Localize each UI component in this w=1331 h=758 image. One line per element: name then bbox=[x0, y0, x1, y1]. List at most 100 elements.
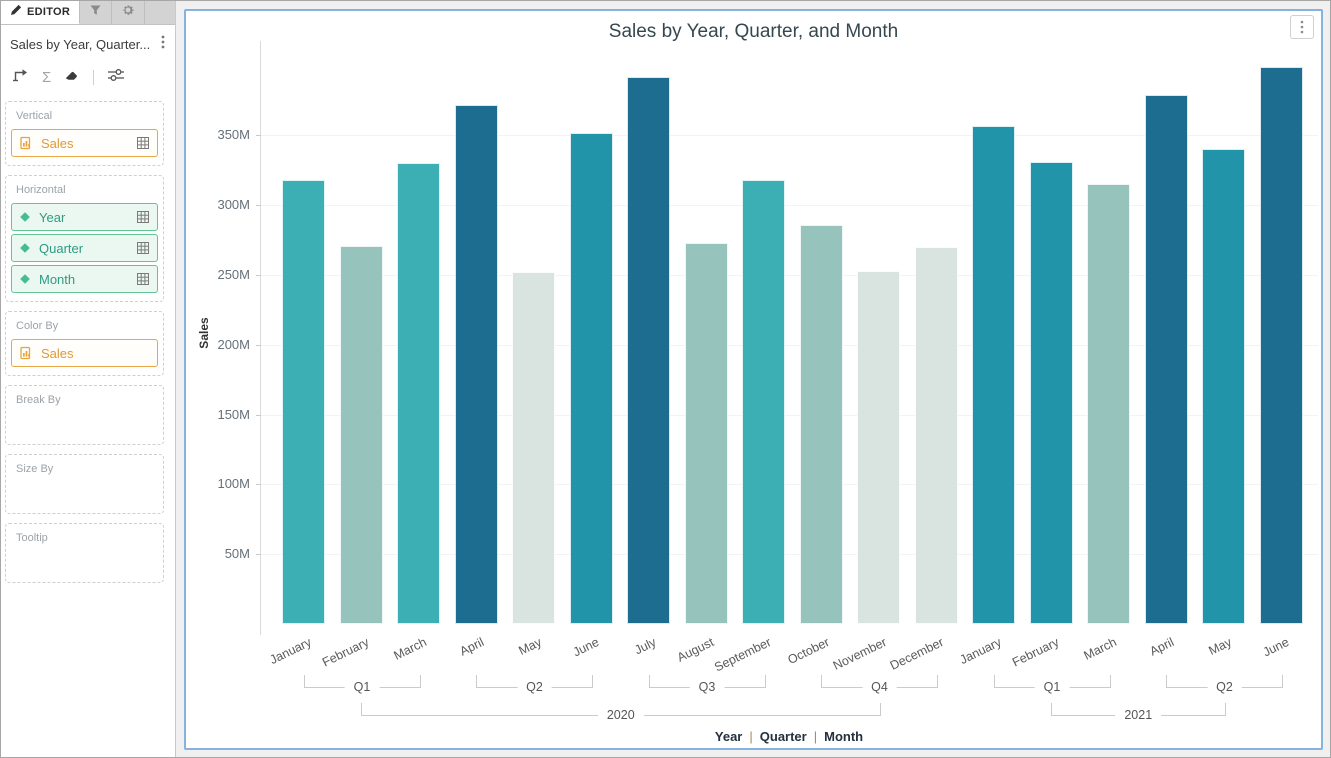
year-bracket-2021: 2021 bbox=[1051, 703, 1226, 722]
y-tick-label: 300M bbox=[217, 197, 250, 213]
legend-separator: | bbox=[813, 729, 818, 744]
widget-menu-button[interactable] bbox=[161, 35, 165, 54]
bar-december-2020[interactable] bbox=[914, 247, 958, 624]
bar-april-2020[interactable] bbox=[454, 104, 498, 624]
gridline bbox=[261, 205, 1318, 207]
quarter-bracket-q4-2020: Q4 bbox=[821, 675, 938, 694]
x-label-february-2021: February bbox=[1010, 635, 1062, 670]
section-break-by: Break By bbox=[5, 385, 164, 445]
bar-january-2021[interactable] bbox=[972, 125, 1015, 624]
dimension-diamond-icon bbox=[19, 242, 31, 254]
bar-april-2021[interactable] bbox=[1144, 94, 1188, 624]
grid-table-icon[interactable] bbox=[136, 272, 150, 286]
gridline bbox=[261, 275, 1318, 276]
tab-settings[interactable] bbox=[112, 1, 146, 24]
y-tick-label: 150M bbox=[217, 406, 250, 422]
year-bracket-2020: 2020 bbox=[361, 703, 881, 722]
drill-path-icon[interactable] bbox=[12, 67, 29, 88]
x-label-july-2020: July bbox=[632, 635, 659, 658]
field-pill-label: Month bbox=[39, 271, 76, 287]
bar-july-2020[interactable] bbox=[627, 76, 670, 624]
x-label-april-2020: April bbox=[457, 635, 487, 659]
x-label-january-2021: January bbox=[957, 635, 1004, 668]
y-tick-mark bbox=[256, 554, 261, 556]
measure-chart-icon bbox=[19, 136, 33, 150]
section-label: Tooltip bbox=[16, 532, 48, 544]
chart-legend: Year | Quarter | Month bbox=[260, 729, 1318, 744]
bar-june-2021[interactable] bbox=[1259, 66, 1303, 624]
grid-table-icon[interactable] bbox=[136, 210, 150, 224]
section-label: Break By bbox=[16, 394, 61, 406]
bar-may-2020[interactable] bbox=[512, 272, 555, 624]
sliders-icon[interactable] bbox=[107, 67, 125, 88]
filter-icon bbox=[89, 4, 102, 22]
grid-table-icon[interactable] bbox=[136, 136, 150, 150]
y-tick-mark bbox=[256, 275, 261, 276]
legend-item-month[interactable]: Month bbox=[824, 729, 864, 744]
x-label-october-2020: October bbox=[785, 635, 832, 668]
bar-february-2021[interactable] bbox=[1029, 161, 1073, 624]
x-label-december-2020: December bbox=[888, 635, 947, 673]
field-pill-label: Sales bbox=[41, 345, 74, 361]
x-label-august-2020: August bbox=[675, 635, 717, 665]
legend-item-year[interactable]: Year bbox=[714, 729, 743, 744]
legend-item-quarter[interactable]: Quarter bbox=[759, 729, 807, 744]
x-label-april-2021: April bbox=[1147, 635, 1177, 659]
chart-widget: Sales by Year, Quarter, and Month Sales … bbox=[184, 9, 1323, 750]
x-label-june-2021: June bbox=[1260, 635, 1292, 660]
tab-filters[interactable] bbox=[80, 1, 113, 24]
gridline bbox=[261, 135, 1318, 137]
quarter-bracket-q1-2020: Q1 bbox=[303, 675, 421, 694]
bar-august-2020[interactable] bbox=[684, 242, 728, 624]
widget-title: Sales by Year, Quarter... bbox=[10, 37, 151, 52]
quarter-bracket-q4-2020-label: Q4 bbox=[862, 680, 897, 694]
bar-january-2020[interactable] bbox=[282, 180, 325, 624]
section-vertical: Vertical Sales bbox=[5, 101, 164, 166]
field-pill-label: Year bbox=[39, 209, 66, 225]
bar-june-2020[interactable] bbox=[569, 132, 613, 624]
bar-may-2021[interactable] bbox=[1202, 149, 1245, 624]
x-label-march-2021: March bbox=[1081, 635, 1119, 663]
quarter-bracket-q2-2020-label: Q2 bbox=[517, 680, 552, 694]
field-pill-month[interactable]: Month bbox=[11, 265, 158, 293]
y-tick-mark bbox=[256, 344, 261, 346]
gear-icon bbox=[121, 3, 135, 22]
bar-march-2020[interactable] bbox=[397, 163, 440, 624]
gridline bbox=[261, 554, 1318, 556]
quarter-bracket-q3-2020: Q3 bbox=[648, 675, 766, 694]
x-label-november-2020: November bbox=[830, 635, 889, 673]
section-tooltip: Tooltip bbox=[5, 523, 164, 583]
chart-menu-button[interactable] bbox=[1290, 15, 1314, 39]
y-tick-mark bbox=[256, 135, 261, 137]
sigma-icon[interactable]: Σ bbox=[42, 69, 52, 86]
field-pill-sales[interactable]: Sales bbox=[11, 129, 158, 157]
bar-september-2020[interactable] bbox=[742, 180, 785, 624]
bar-march-2021[interactable] bbox=[1087, 184, 1130, 624]
widget-toolbar: Σ bbox=[1, 58, 175, 101]
y-axis-line bbox=[260, 41, 261, 635]
year-bracket-2020-label: 2020 bbox=[597, 708, 644, 722]
y-tick-label: 350M bbox=[217, 127, 250, 143]
bar-november-2020[interactable] bbox=[857, 270, 900, 624]
bar-february-2020[interactable] bbox=[339, 245, 383, 624]
grid-table-icon[interactable] bbox=[136, 241, 150, 255]
tab-editor[interactable]: EDITOR bbox=[1, 1, 81, 24]
section-label: Color By bbox=[16, 320, 59, 332]
eraser-icon[interactable] bbox=[64, 68, 80, 87]
bar-october-2020[interactable] bbox=[799, 224, 843, 624]
section-horizontal: Horizontal Year Quarter Month bbox=[5, 175, 164, 302]
field-pill-sales[interactable]: Sales bbox=[11, 339, 158, 367]
editor-sidebar: EDITOR Sales by Year, Quarter... bbox=[1, 1, 176, 757]
section-label: Size By bbox=[16, 463, 54, 475]
y-tick-label: 200M bbox=[217, 336, 250, 352]
field-pill-label: Sales bbox=[41, 135, 74, 151]
field-pill-year[interactable]: Year bbox=[11, 203, 158, 231]
quarter-bracket-q2-2021-label: Q2 bbox=[1207, 680, 1242, 694]
x-label-june-2020: June bbox=[570, 635, 602, 660]
sidebar-tabbar: EDITOR bbox=[1, 1, 175, 25]
quarter-bracket-q1-2021-label: Q1 bbox=[1034, 680, 1070, 694]
field-pill-quarter[interactable]: Quarter bbox=[11, 234, 158, 262]
x-label-september-2020: September bbox=[712, 635, 774, 675]
quarter-bracket-q1-2020-label: Q1 bbox=[344, 680, 380, 694]
